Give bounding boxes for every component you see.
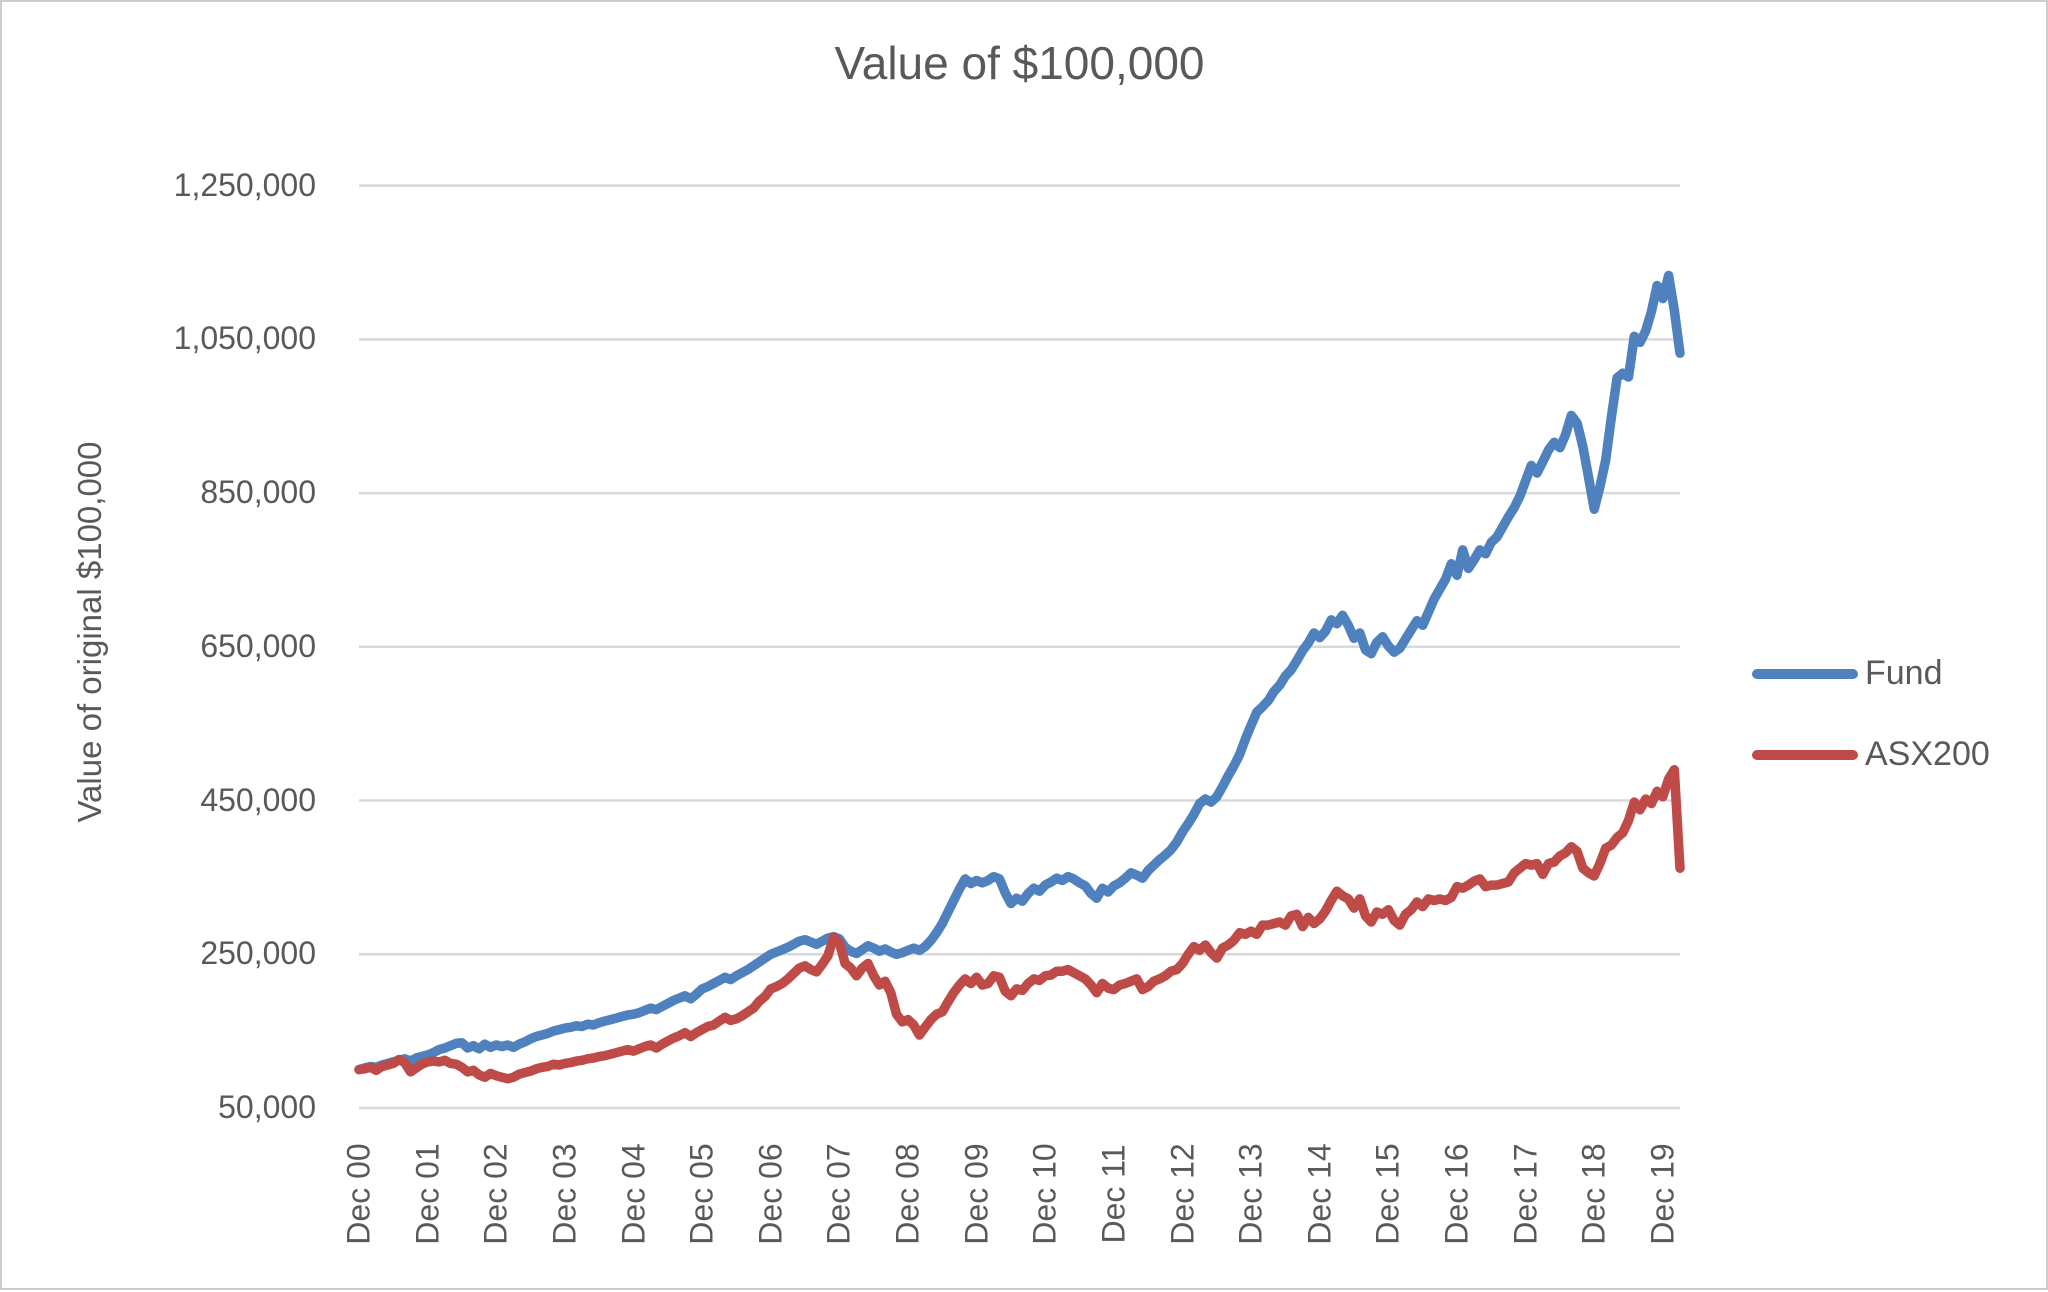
asx200-line-series	[354, 765, 1685, 1084]
x-axis-tick-label: Dec 08	[889, 1143, 926, 1245]
x-axis-tick-label: Dec 16	[1438, 1143, 1475, 1245]
x-axis-tick-label: Dec 06	[752, 1143, 789, 1245]
x-axis-tick-label: Dec 04	[615, 1143, 651, 1245]
x-axis-tick-label: Dec 11	[1095, 1144, 1132, 1244]
legend-item-asx200: ASX200	[1752, 735, 1990, 774]
y-axis-tick-label: 250,000	[200, 935, 316, 972]
x-axis-tick-label: Dec 18	[1575, 1143, 1612, 1245]
y-axis-tick-label: 650,000	[200, 627, 316, 664]
legend-label-fund: Fund	[1865, 654, 1943, 692]
y-axis-tick-label: 1,250,000	[173, 166, 316, 203]
x-axis-tick-label: Dec 03	[546, 1143, 583, 1245]
y-axis-tick-label: 1,050,000	[173, 320, 316, 357]
x-axis-tick-label: Dec 15	[1369, 1143, 1406, 1245]
series-lines	[354, 270, 1685, 1084]
x-axis-tick-label: Dec 07	[820, 1143, 857, 1245]
y-axis-tick-label: 450,000	[200, 781, 316, 818]
x-axis-tick-label: Dec 10	[1026, 1143, 1063, 1245]
legend-item-fund: Fund	[1752, 654, 1943, 693]
fund-line-swatch	[1752, 668, 1858, 679]
y-axis-title: Value of original $100,000	[71, 441, 108, 823]
x-axis-tick-label: Dec 14	[1301, 1143, 1338, 1245]
x-axis-tick-label: Dec 13	[1232, 1143, 1269, 1245]
x-axis-tick-label: Dec 19	[1644, 1143, 1681, 1245]
x-axis-tick-label: Dec 01	[409, 1143, 446, 1245]
x-axis-tick-label: Dec 17	[1507, 1143, 1544, 1245]
x-axis-tick-label: Dec 02	[477, 1143, 514, 1245]
y-axis-tick-label: 850,000	[200, 474, 316, 511]
x-axis-tick-label: Dec 12	[1164, 1143, 1200, 1245]
asx200-line-swatch	[1752, 749, 1858, 760]
x-axis-tick-label: Dec 00	[340, 1143, 377, 1245]
legend-label-asx200: ASX200	[1865, 735, 1990, 773]
x-axis-tick-label: Dec 09	[958, 1143, 995, 1245]
y-axis-tick-label: 50,000	[218, 1089, 316, 1125]
horizontal-gridlines	[359, 184, 1680, 1110]
x-axis-tick-label: Dec 05	[683, 1143, 720, 1245]
chart-title: Value of $100,000	[834, 37, 1205, 89]
fund-line-series	[354, 270, 1685, 1075]
